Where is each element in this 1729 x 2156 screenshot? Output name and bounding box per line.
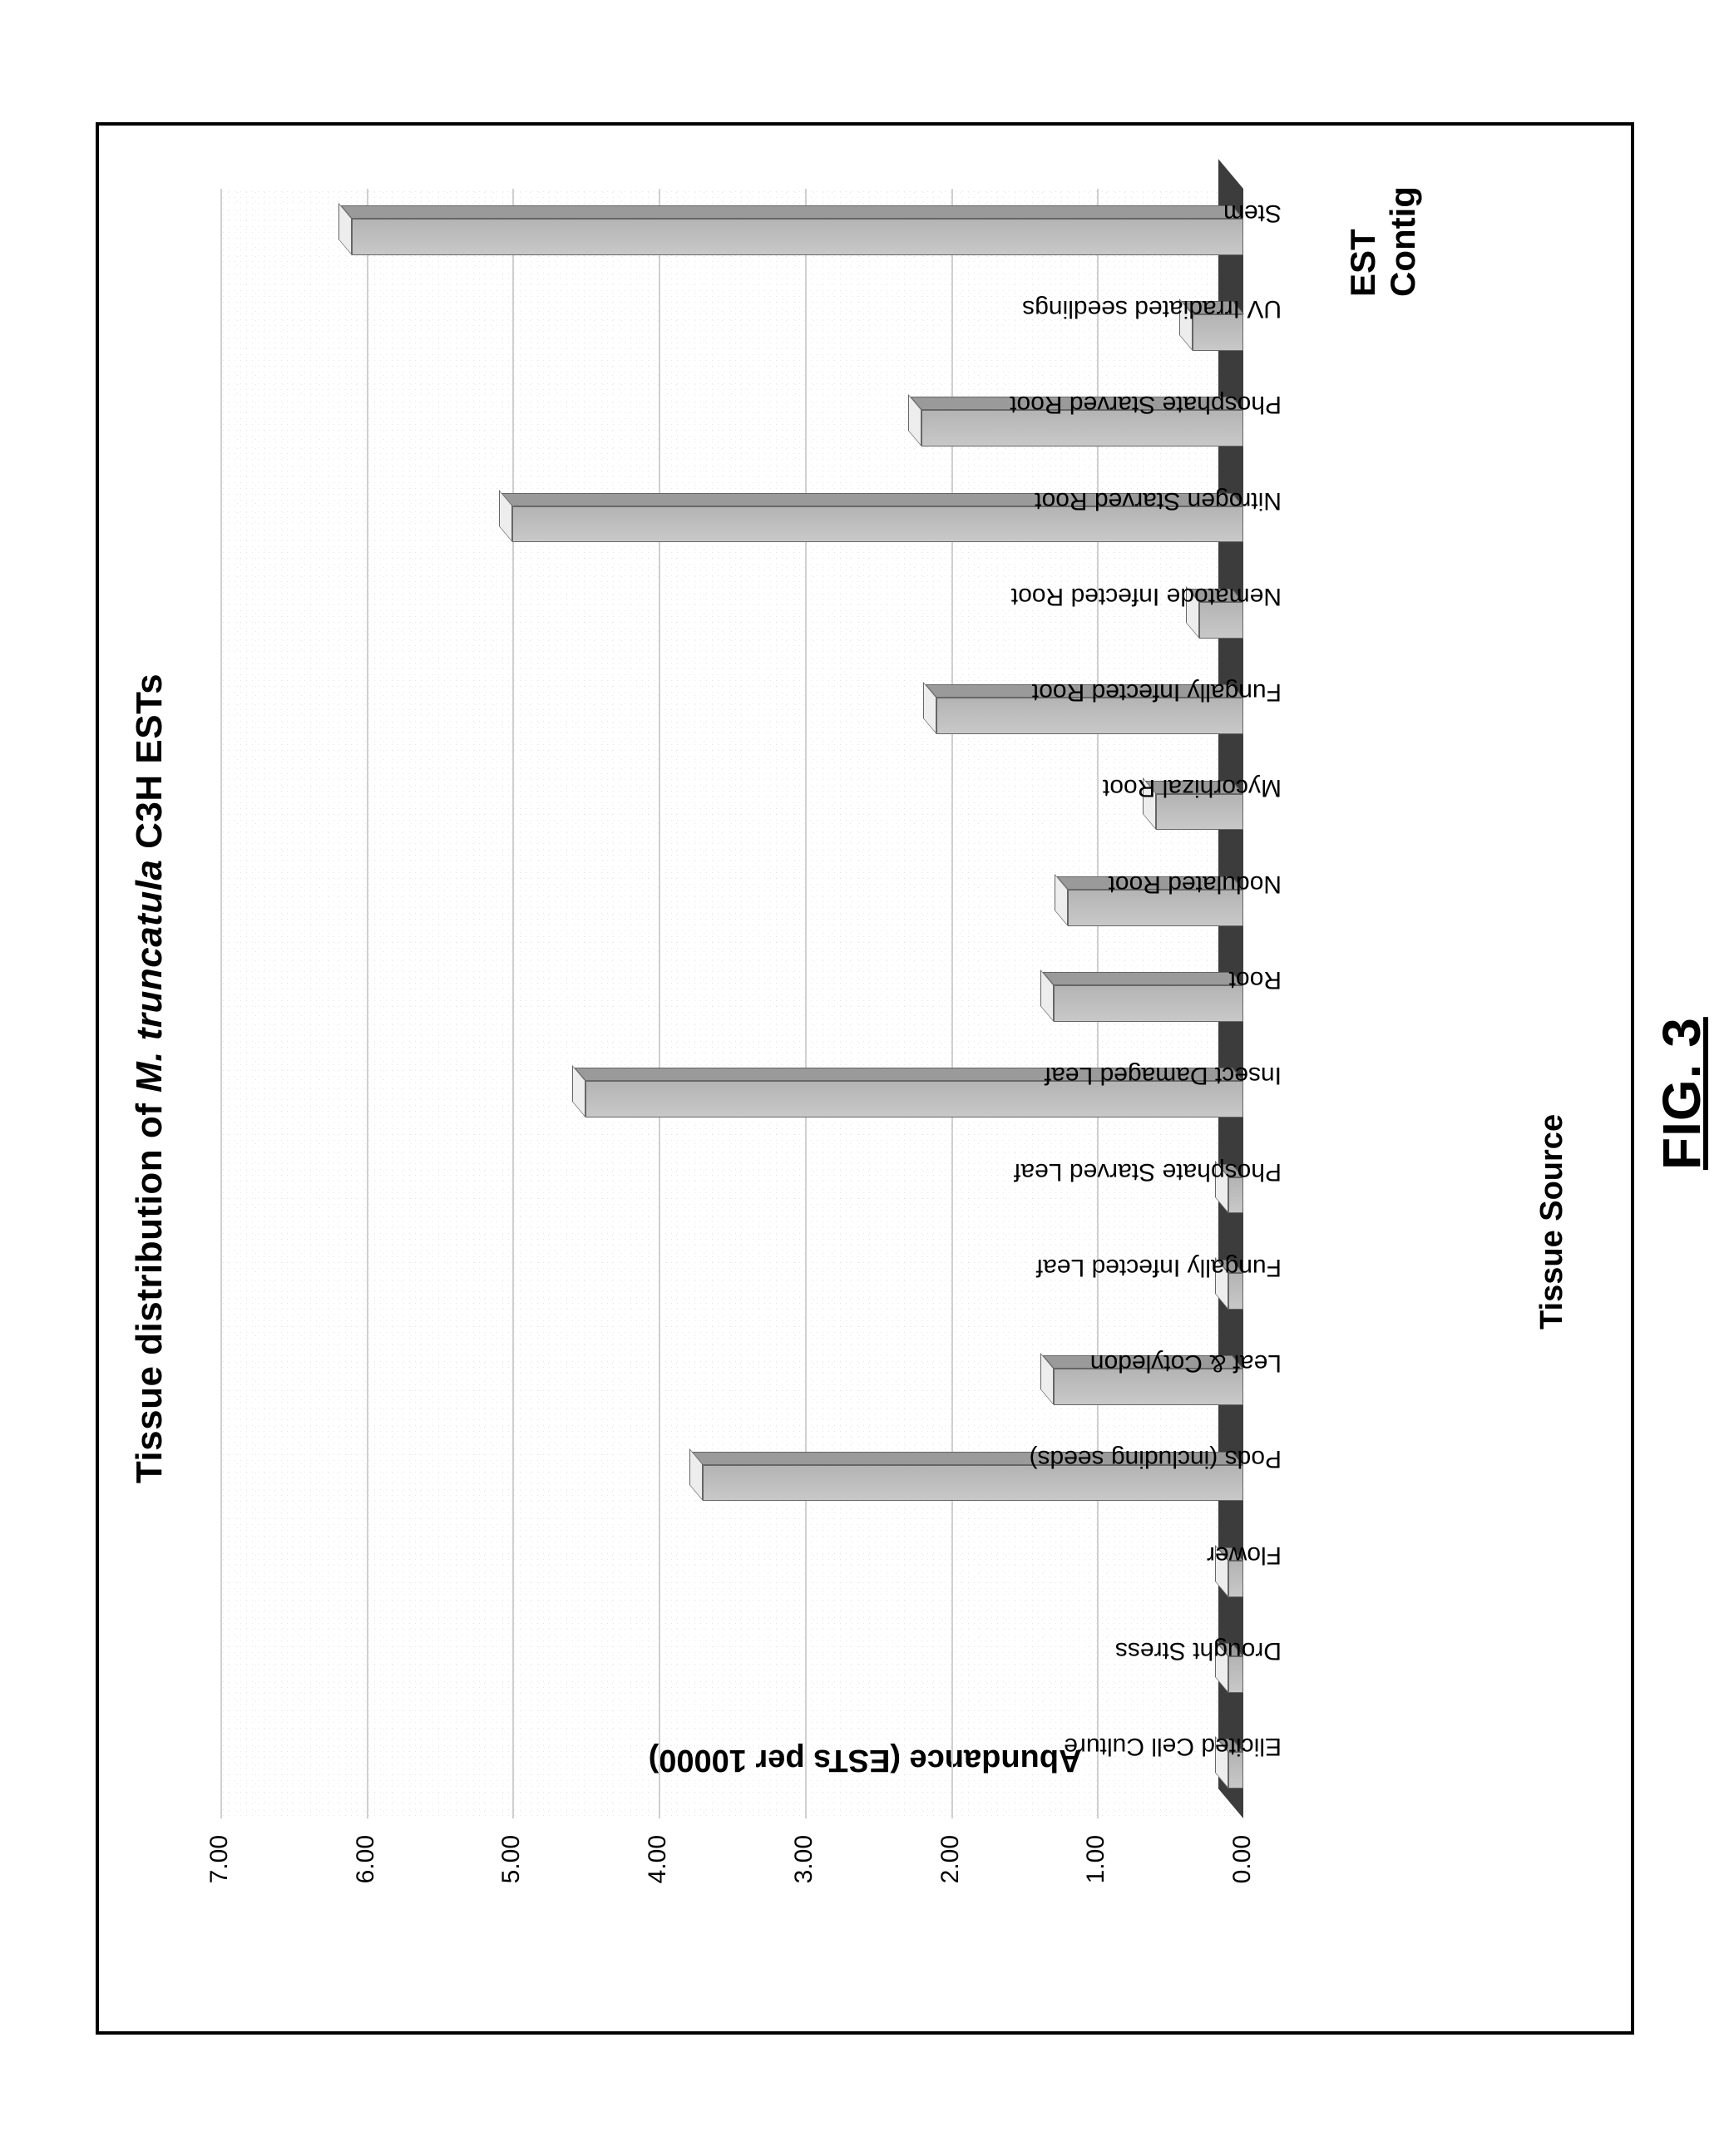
x-tick-label: Nitrogen Starved Root	[1035, 486, 1282, 514]
chart-title: Tissue distribution of M. truncatula C3H…	[129, 122, 170, 2035]
x-tick-label: Fungally Infected Root	[1031, 678, 1281, 706]
y-tick-label: 0.00	[1228, 1835, 1257, 1918]
page: Tissue distribution of M. truncatula C3H…	[0, 0, 1729, 2156]
figure-panel: Tissue distribution of M. truncatula C3H…	[96, 122, 1634, 2035]
x-tick-label: Nodulated Root	[1108, 869, 1281, 897]
y-tick-label: 4.00	[644, 1835, 672, 1918]
y-tick-label: 5.00	[497, 1835, 526, 1918]
x-tick-label: Nematode Infected Root	[1010, 581, 1281, 609]
y-tick-label: 2.00	[936, 1835, 964, 1918]
x-tick-label: Drought Stress	[1114, 1636, 1281, 1665]
figure-label: FIG. 3	[1651, 1017, 1712, 1170]
y-tick-label: 6.00	[351, 1835, 379, 1918]
x-tick-label: Stem	[1223, 198, 1281, 226]
x-tick-label: Mycorhizal Root	[1102, 773, 1281, 802]
x-tick-label: Insect Damaged Leaf	[1044, 1061, 1281, 1089]
y-tick-label: 7.00	[205, 1835, 234, 1918]
x-tick-label: Elicited Cell Culture	[1064, 1732, 1282, 1760]
x-axis-title: Tissue Source	[1534, 1113, 1570, 1329]
x-tick-label: Fungally Infected Leaf	[1035, 1252, 1281, 1280]
chart-title-italic: M. truncatula	[129, 859, 170, 1092]
x-tick-label: Root	[1228, 965, 1281, 994]
x-tick-label: Phosphate Starved Root	[1010, 390, 1282, 418]
bar	[1053, 985, 1242, 1022]
legend-label: EST Contig	[1343, 122, 1423, 297]
x-tick-label: Pods (including seeds)	[1029, 1444, 1282, 1473]
y-tick-label: 3.00	[789, 1835, 818, 1918]
chart-title-suffix: C3H ESTs	[129, 673, 170, 859]
x-axis-tick-labels: Elicited Cell CultureDrought StressFlowe…	[1282, 189, 1631, 1818]
chart-area	[220, 189, 1243, 1818]
x-tick-label: Flower	[1206, 1540, 1281, 1568]
chart-title-prefix: Tissue distribution of	[129, 1092, 170, 1483]
bar	[352, 218, 1243, 254]
x-tick-label: Leaf & Cotyledon	[1089, 1349, 1281, 1377]
bars-container	[220, 189, 1243, 1818]
x-tick-label: UV Irradiated seedlings	[1022, 294, 1282, 322]
y-tick-label: 1.00	[1082, 1835, 1110, 1918]
x-tick-label: Phosphate Starved Leaf	[1014, 1157, 1282, 1185]
